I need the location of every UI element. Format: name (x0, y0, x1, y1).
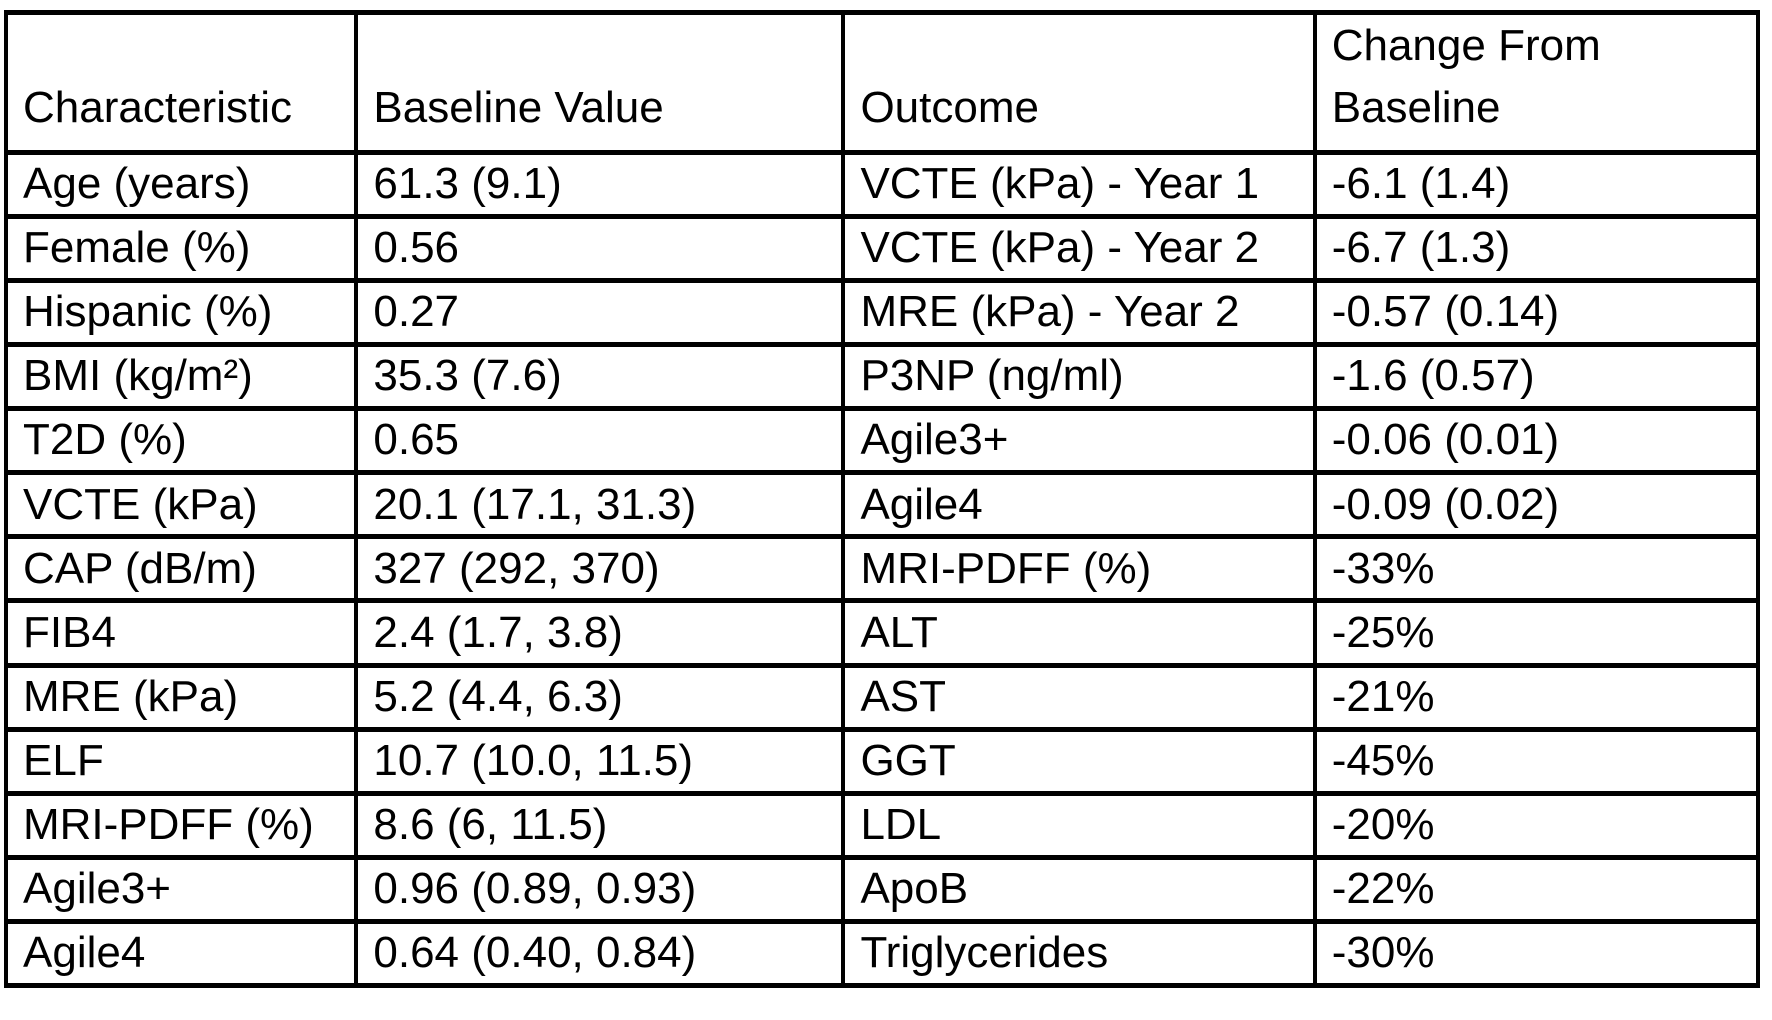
characteristic-cell: BMI (kg/m²) (3, 342, 359, 412)
table-row: MRI-PDFF (%) 8.6 (6, 11.5) LDL -20% (3, 790, 1761, 860)
header-row: Characteristic Baseline Value Outcome Ch… (3, 10, 1761, 155)
change-from-baseline-cell: -1.6 (0.57) (1312, 342, 1761, 412)
characteristic-cell: CAP (dB/m) (3, 534, 359, 604)
characteristic-cell: FIB4 (3, 598, 359, 668)
table-row: VCTE (kPa) 20.1 (17.1, 31.3) Agile4 -0.0… (3, 470, 1761, 540)
baseline-value-cell: 0.65 (354, 406, 846, 476)
characteristic-cell: T2D (%) (3, 406, 359, 476)
baseline-value-cell: 20.1 (17.1, 31.3) (354, 470, 846, 540)
change-from-baseline-cell: -0.09 (0.02) (1312, 470, 1761, 540)
characteristic-cell: MRI-PDFF (%) (3, 790, 359, 860)
table-row: Agile3+ 0.96 (0.89, 0.93) ApoB -22% (3, 854, 1761, 924)
characteristic-cell: Age (years) (3, 149, 359, 220)
outcome-cell: MRI-PDFF (%) (841, 534, 1317, 604)
change-from-baseline-cell: -0.06 (0.01) (1312, 406, 1761, 476)
column-header-change-from-baseline: Change From Baseline (1312, 10, 1761, 155)
characteristic-cell: Hispanic (%) (3, 278, 359, 348)
characteristic-cell: Female (%) (3, 214, 359, 284)
table-row: Agile4 0.64 (0.40, 0.84) Triglycerides -… (3, 918, 1761, 989)
characteristic-cell: ELF (3, 726, 359, 796)
outcome-cell: ApoB (841, 854, 1317, 924)
baseline-value-cell: 0.64 (0.40, 0.84) (354, 918, 846, 989)
characteristic-cell: Agile4 (3, 918, 359, 989)
baseline-value-cell: 35.3 (7.6) (354, 342, 846, 412)
outcome-cell: VCTE (kPa) - Year 2 (841, 214, 1317, 284)
table-row: Hispanic (%) 0.27 MRE (kPa) - Year 2 -0.… (3, 278, 1761, 348)
table-row: BMI (kg/m²) 35.3 (7.6) P3NP (ng/ml) -1.6… (3, 342, 1761, 412)
baseline-value-cell: 327 (292, 370) (354, 534, 846, 604)
change-from-baseline-cell: -21% (1312, 662, 1761, 732)
baseline-value-cell: 0.27 (354, 278, 846, 348)
table-row: Female (%) 0.56 VCTE (kPa) - Year 2 -6.7… (3, 214, 1761, 284)
characteristic-cell: MRE (kPa) (3, 662, 359, 732)
outcome-cell: GGT (841, 726, 1317, 796)
table-row: FIB4 2.4 (1.7, 3.8) ALT -25% (3, 598, 1761, 668)
change-from-baseline-cell: -6.1 (1.4) (1312, 149, 1761, 220)
outcome-cell: Agile3+ (841, 406, 1317, 476)
change-from-baseline-cell: -25% (1312, 598, 1761, 668)
column-header-characteristic: Characteristic (3, 10, 359, 155)
characteristic-cell: Agile3+ (3, 854, 359, 924)
table-row: T2D (%) 0.65 Agile3+ -0.06 (0.01) (3, 406, 1761, 476)
change-from-baseline-cell: -20% (1312, 790, 1761, 860)
outcome-cell: ALT (841, 598, 1317, 668)
outcome-cell: AST (841, 662, 1317, 732)
outcome-cell: LDL (841, 790, 1317, 860)
characteristic-cell: VCTE (kPa) (3, 470, 359, 540)
outcome-cell: P3NP (ng/ml) (841, 342, 1317, 412)
change-from-baseline-cell: -22% (1312, 854, 1761, 924)
baseline-value-cell: 0.96 (0.89, 0.93) (354, 854, 846, 924)
table-row: Age (years) 61.3 (9.1) VCTE (kPa) - Year… (3, 149, 1761, 220)
change-from-baseline-cell: -33% (1312, 534, 1761, 604)
outcome-cell: VCTE (kPa) - Year 1 (841, 149, 1317, 220)
table-row: CAP (dB/m) 327 (292, 370) MRI-PDFF (%) -… (3, 534, 1761, 604)
baseline-value-cell: 5.2 (4.4, 6.3) (354, 662, 846, 732)
baseline-value-cell: 0.56 (354, 214, 846, 284)
outcome-cell: MRE (kPa) - Year 2 (841, 278, 1317, 348)
column-header-outcome: Outcome (841, 10, 1317, 155)
outcome-cell: Triglycerides (841, 918, 1317, 989)
column-header-baseline-value: Baseline Value (354, 10, 846, 155)
change-from-baseline-cell: -6.7 (1.3) (1312, 214, 1761, 284)
clinical-characteristics-table: Characteristic Baseline Value Outcome Ch… (3, 10, 1761, 989)
change-from-baseline-cell: -30% (1312, 918, 1761, 989)
change-from-baseline-cell: -45% (1312, 726, 1761, 796)
outcome-cell: Agile4 (841, 470, 1317, 540)
baseline-value-cell: 10.7 (10.0, 11.5) (354, 726, 846, 796)
table-row: ELF 10.7 (10.0, 11.5) GGT -45% (3, 726, 1761, 796)
change-from-baseline-cell: -0.57 (0.14) (1312, 278, 1761, 348)
table-row: MRE (kPa) 5.2 (4.4, 6.3) AST -21% (3, 662, 1761, 732)
baseline-value-cell: 8.6 (6, 11.5) (354, 790, 846, 860)
baseline-value-cell: 61.3 (9.1) (354, 149, 846, 220)
baseline-value-cell: 2.4 (1.7, 3.8) (354, 598, 846, 668)
